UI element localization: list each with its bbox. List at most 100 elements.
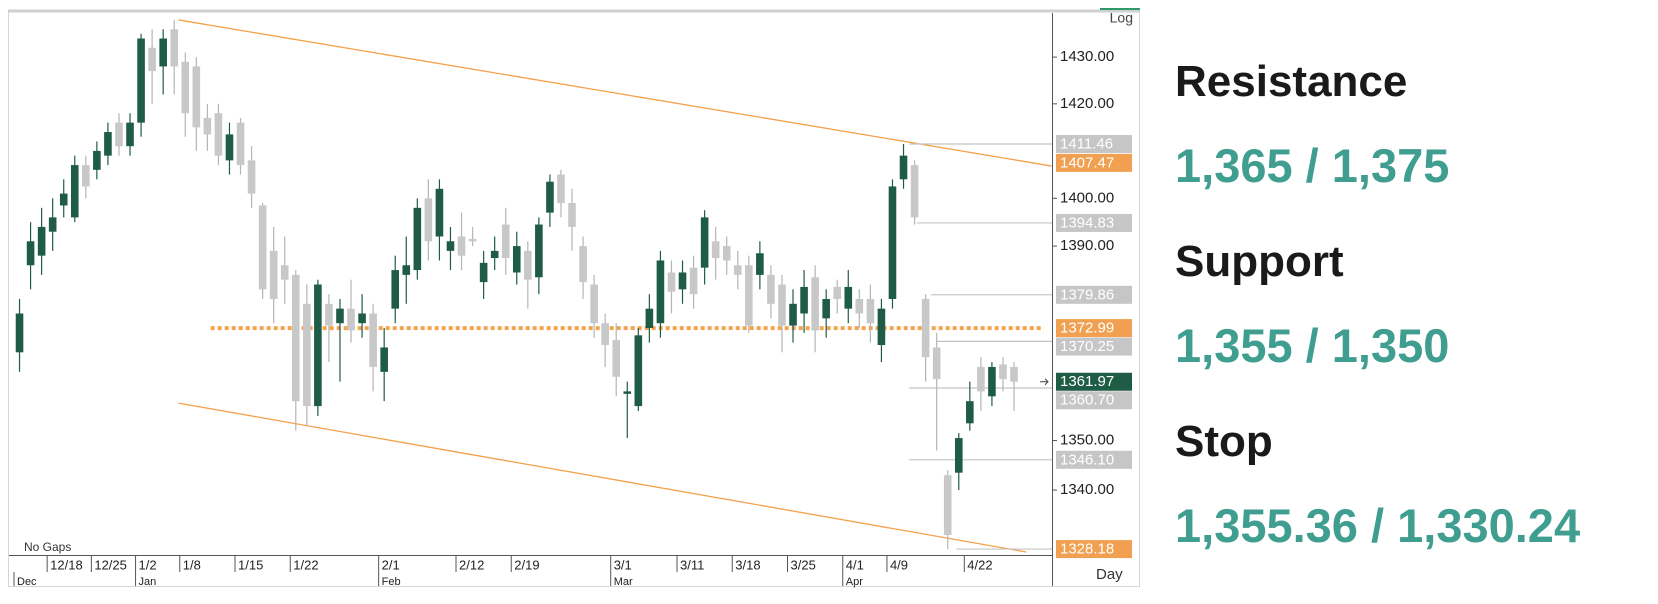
levels-panel: Resistance 1,365 / 1,375 Support 1,355 / 1,… [1175,40,1655,580]
price-label-bg [1056,135,1132,154]
candle-body [435,188,444,237]
y-tick-label: 1390.00 [1060,237,1114,254]
price-label: 1346.10 [1060,451,1114,468]
candle-body [446,241,455,251]
candle-body [380,347,388,372]
candle-body [645,308,654,329]
candle-body [479,262,488,283]
x-tick-label: 1/22 [293,557,318,572]
price-label: 1370.25 [1060,338,1114,355]
candle-body [314,284,322,407]
candle-body [93,150,101,170]
candle-body [192,66,201,128]
candle-body [844,286,853,309]
candle-body [568,203,576,227]
candle-body [722,246,731,261]
candle-body [1010,366,1018,382]
month-label: Apr [846,576,863,588]
candle-body [369,313,377,367]
candle-body [800,286,808,314]
price-label: 1372.99 [1060,320,1114,337]
y-tick-label: 1400.00 [1060,189,1114,206]
candle-body [833,286,842,299]
candle-body [148,47,156,72]
candle-body [70,165,79,218]
candle-body [391,270,400,309]
y-tick-label: 1350.00 [1060,432,1114,449]
candle-body [15,313,24,353]
y-tick-label: 1340.00 [1060,481,1114,498]
y-tick-label: 1420.00 [1060,95,1114,112]
candle-body [977,366,985,392]
candle-body [634,335,643,407]
candle-body [490,250,499,259]
candle-body [501,224,510,259]
candle-body [247,160,256,194]
candle-body [236,122,245,166]
candle-body [535,224,543,278]
candle-body [37,226,46,256]
candle-body [457,236,466,256]
candle-body [413,207,422,271]
x-tick-label: 2/12 [459,557,484,572]
candle-body [988,366,996,397]
last-price-arrow [1040,378,1049,386]
price-label: 1379.86 [1060,286,1114,303]
panel-heading: Resistance [1175,57,1408,106]
chart: Log Day No Gaps 1340.00 1350.00 1390.00 140… [8,8,1140,588]
candle-body [700,217,709,268]
candle-body [579,246,587,283]
candle-body [921,298,930,358]
candle-body [866,298,875,324]
candle-body [656,260,665,324]
month-label: Jan [139,576,157,588]
price-label: 1328.18 [1060,541,1114,558]
candle-body [811,277,819,331]
candle-body [303,303,311,407]
candle-body [159,38,167,67]
candle-body [424,198,433,242]
candle-body [524,250,532,280]
candle-body [943,475,952,535]
candle-body [667,272,676,292]
price-label-bg [1056,213,1132,232]
candle-body [733,265,742,275]
candle-body [546,181,554,213]
price-label-bg [1056,153,1132,172]
candle-body [822,298,830,319]
candle-body [778,284,786,326]
candle-body [325,303,333,326]
price-label-bg [1056,285,1132,304]
candle-body [557,174,565,204]
panel-heading: Stop [1175,417,1273,466]
x-tick-label: 3/25 [791,557,816,572]
x-tick-label: 3/11 [680,557,704,572]
month-label: Mar [614,576,633,588]
panel-value: 1,355 / 1,350 [1175,319,1450,372]
chart-frame [8,10,1140,587]
candle-body [258,205,267,290]
candle-body [910,165,919,218]
candle-body [347,308,355,331]
candle-body [126,122,134,147]
candle-body [512,246,521,273]
trendline [178,402,1027,553]
y-tick-label: 1430.00 [1060,48,1114,65]
candle-body [59,193,68,206]
price-label: 1394.83 [1060,214,1114,231]
candle-body [104,132,112,156]
candle-body [767,274,775,304]
price-label-bg [1056,337,1132,356]
candle-body [402,265,411,275]
candle-body [877,308,886,346]
candle-body [612,340,621,377]
candle-body [82,165,90,187]
price-label: 1407.47 [1060,154,1114,171]
candle-body [269,250,278,299]
candle-body [789,303,797,326]
x-tick-label: 2/1 [382,557,400,572]
x-tick-label: 1/2 [139,557,157,572]
candle-body [601,323,609,346]
candle-body [855,298,864,314]
